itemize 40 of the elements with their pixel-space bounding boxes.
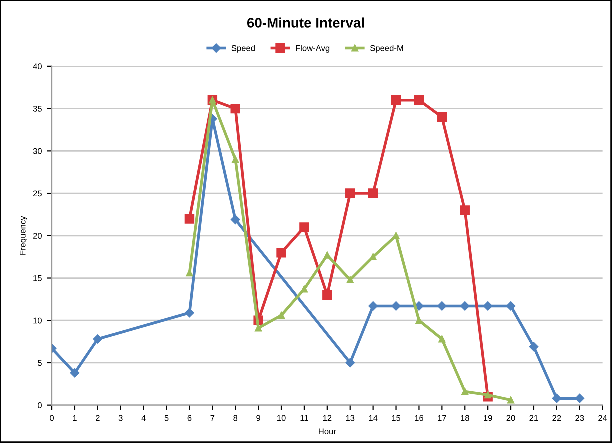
x-tick-label: 11 xyxy=(300,415,308,422)
x-tick-label: 23 xyxy=(576,415,584,422)
x-tick-label: 24 xyxy=(598,415,608,422)
x-tick-label: 13 xyxy=(346,415,355,422)
x-tick-label: 5 xyxy=(164,415,169,422)
x-tick-label: 4 xyxy=(142,415,146,422)
x-tick-label: 8 xyxy=(234,415,238,422)
legend-label: Flow-Avg xyxy=(296,45,330,53)
y-tick-label: 40 xyxy=(33,64,42,70)
x-tick-label: 19 xyxy=(484,415,492,422)
x-tick-label: 3 xyxy=(118,415,123,422)
x-tick-label: 12 xyxy=(323,415,332,422)
y-axis-title: Frequency xyxy=(20,216,28,255)
x-tick-label: 0 xyxy=(50,415,54,422)
x-tick-label: 9 xyxy=(256,415,260,422)
x-tick-label: 14 xyxy=(369,415,378,422)
x-tick-label: 17 xyxy=(438,415,446,422)
x-tick-label: 15 xyxy=(392,415,401,422)
x-axis-title: Hour xyxy=(319,428,336,435)
y-tick-label: 10 xyxy=(34,318,42,324)
x-tick-label: 7 xyxy=(210,415,215,422)
x-tick-label: 1 xyxy=(73,415,77,422)
y-tick-label: 25 xyxy=(33,190,42,197)
y-tick-label: 15 xyxy=(34,276,42,282)
chart-title: 60-Minute Interval xyxy=(247,18,364,28)
x-tick-label: 2 xyxy=(96,415,100,422)
x-tick-label: 16 xyxy=(415,415,424,422)
legend-label: Speed xyxy=(232,45,255,53)
legend-label: Speed-M xyxy=(370,45,404,53)
x-tick-label: 22 xyxy=(552,415,562,422)
y-tick-label: 5 xyxy=(38,360,42,366)
x-tick-label: 21 xyxy=(530,415,538,422)
y-tick-label: 0 xyxy=(38,402,42,408)
x-tick-label: 10 xyxy=(278,415,286,422)
x-tick-label: 18 xyxy=(461,415,470,422)
y-tick-label: 20 xyxy=(33,233,42,239)
y-tick-label: 30 xyxy=(33,148,42,154)
x-tick-label: 20 xyxy=(506,415,516,422)
x-tick-label: 6 xyxy=(188,415,192,422)
y-tick-label: 35 xyxy=(33,106,42,112)
